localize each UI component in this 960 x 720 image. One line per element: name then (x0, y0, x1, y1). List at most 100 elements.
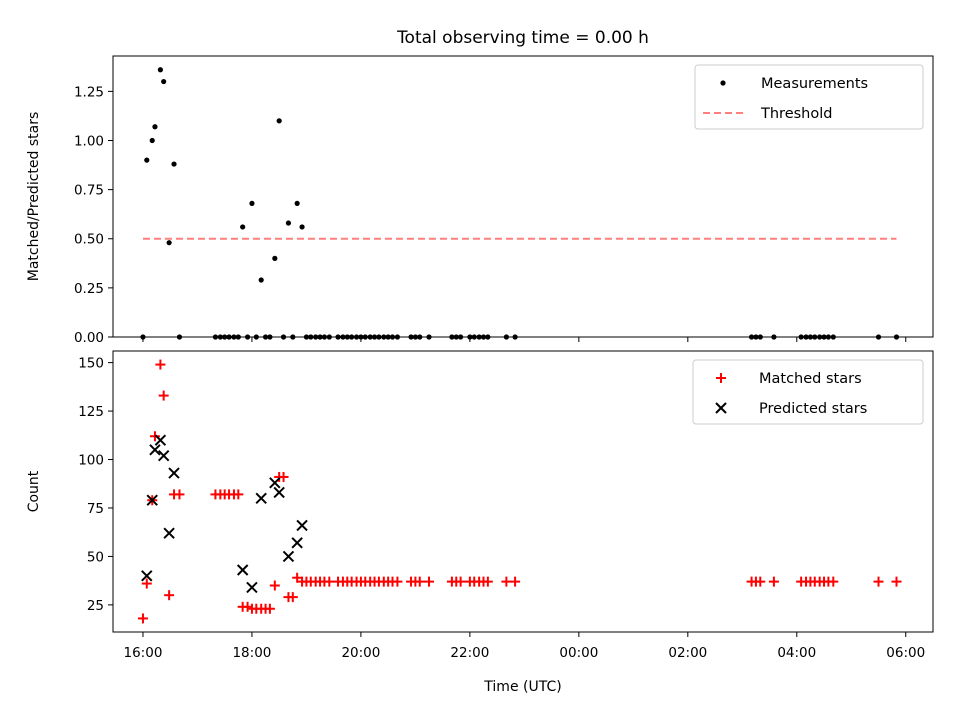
x-point-7-d2 (236, 564, 249, 576)
legend-label: Predicted stars (759, 401, 867, 417)
dot-point-27 (294, 200, 300, 206)
plus-point-65 (755, 576, 766, 587)
plus-point-16 (242, 601, 253, 612)
x-point-1-d2 (146, 494, 158, 506)
x-point-14 (296, 519, 308, 532)
x-tick-label: 22:00 (450, 645, 489, 661)
x-tick-label: 00:00 (559, 645, 598, 661)
x-tick-label: 02:00 (668, 645, 707, 661)
plus-point-22 (269, 580, 280, 591)
plus-point-62 (510, 576, 521, 587)
x-point-5 (163, 527, 175, 539)
dot-point-3 (152, 124, 158, 130)
y-tick-label: 50 (87, 549, 104, 565)
legend-x-swatch-d2 (715, 402, 727, 414)
dot-point-5 (161, 78, 167, 85)
plus-point-60 (482, 576, 493, 587)
x-point-10 (269, 477, 281, 489)
count-data (137, 359, 902, 624)
plus-point-75 (873, 576, 884, 587)
plus-point-1 (141, 578, 152, 589)
dot-point-6 (166, 240, 172, 246)
x-point-3-d2 (154, 434, 167, 446)
dot-point-15 (240, 224, 246, 230)
dot-point-23 (276, 118, 282, 124)
x-point-7 (236, 564, 249, 576)
x-tick-label: 06:00 (886, 645, 925, 661)
dot-point-19 (258, 277, 264, 283)
dot-point-2 (149, 137, 155, 144)
series-predicted-stars (141, 434, 308, 594)
ratio-frame (112, 55, 934, 338)
y-tick-label: 0.00 (74, 330, 104, 346)
plus-point-3 (149, 431, 160, 442)
legend-dot-swatch (720, 80, 726, 86)
plus-point-48 (392, 576, 403, 587)
x-point-11 (273, 486, 285, 499)
plus-point-4 (155, 359, 166, 370)
plus-point-8 (174, 489, 185, 500)
legend-label: Matched stars (759, 371, 862, 387)
plus-point-76 (891, 576, 902, 587)
legend: Matched stars Predicted stars (692, 359, 924, 425)
x-point-4-d2 (157, 449, 170, 462)
legend-plus-swatch (716, 373, 726, 383)
legend-x-swatch (715, 402, 727, 414)
dot-point-22 (272, 255, 278, 261)
dot-point-17 (249, 200, 255, 206)
series-matched-stars (137, 359, 902, 624)
plus-point-51 (414, 576, 425, 587)
plus-point-0 (137, 613, 148, 624)
y-tick-label: 75 (87, 501, 104, 517)
y-tick-label: 0.25 (74, 281, 104, 297)
x-point-0 (141, 570, 153, 582)
y-tick-label: 100 (78, 453, 104, 469)
x-point-6-d2 (168, 467, 180, 479)
legend-box (692, 359, 924, 425)
y-tick-label: 1.25 (74, 84, 104, 100)
dot-point-1 (144, 157, 150, 163)
y-tick-label: 1.00 (74, 133, 104, 149)
x-point-3 (154, 434, 167, 446)
count-frame (112, 350, 934, 633)
dot-point-25 (285, 220, 292, 226)
x-point-0-d2 (141, 570, 153, 582)
plus-point-55 (455, 576, 466, 587)
x-point-4 (157, 449, 170, 462)
plus-point-24 (278, 471, 289, 482)
plus-point-14 (233, 489, 244, 500)
x-tick-label: 16:00 (124, 645, 163, 661)
plus-point-21 (264, 603, 275, 614)
ratio-data (140, 67, 900, 340)
chart-title: Total observing time = 0.00 h (396, 28, 649, 48)
legend-label: Threshold (760, 106, 832, 122)
plus-point-74 (828, 576, 839, 587)
y-tick-label: 0.75 (74, 183, 104, 199)
y-tick-label: 0.50 (74, 232, 104, 248)
dot-point-4 (157, 67, 164, 73)
y-tick-label: 125 (78, 404, 104, 420)
x-point-5-d2 (163, 527, 175, 539)
dot-point-28 (299, 224, 305, 230)
x-point-8 (246, 581, 258, 594)
count-panel: 16:00 18:00 20:00 22:00 00:00 02:00 04:00 06:00… (26, 350, 934, 661)
dot-point-7 (171, 161, 177, 167)
x-point-9-d2 (255, 492, 267, 504)
plus-point-61 (501, 576, 512, 587)
x-point-12-d2 (282, 550, 295, 563)
plus-point-66 (768, 576, 779, 587)
legend: Measurements Threshold (694, 64, 924, 130)
x-point-10-d2 (269, 477, 281, 489)
plus-point-26 (287, 592, 298, 603)
plus-point-5 (158, 390, 169, 401)
y-axis-label: Matched/Predicted stars (26, 112, 42, 282)
x-point-2-d2 (149, 444, 161, 456)
x-point-2 (149, 444, 161, 456)
legend-box (694, 64, 924, 130)
x-point-11-d2 (273, 486, 285, 499)
x-point-14-d2 (296, 519, 308, 532)
x-point-13 (291, 537, 303, 549)
x-point-1 (146, 494, 158, 506)
x-point-13-d2 (291, 537, 303, 549)
